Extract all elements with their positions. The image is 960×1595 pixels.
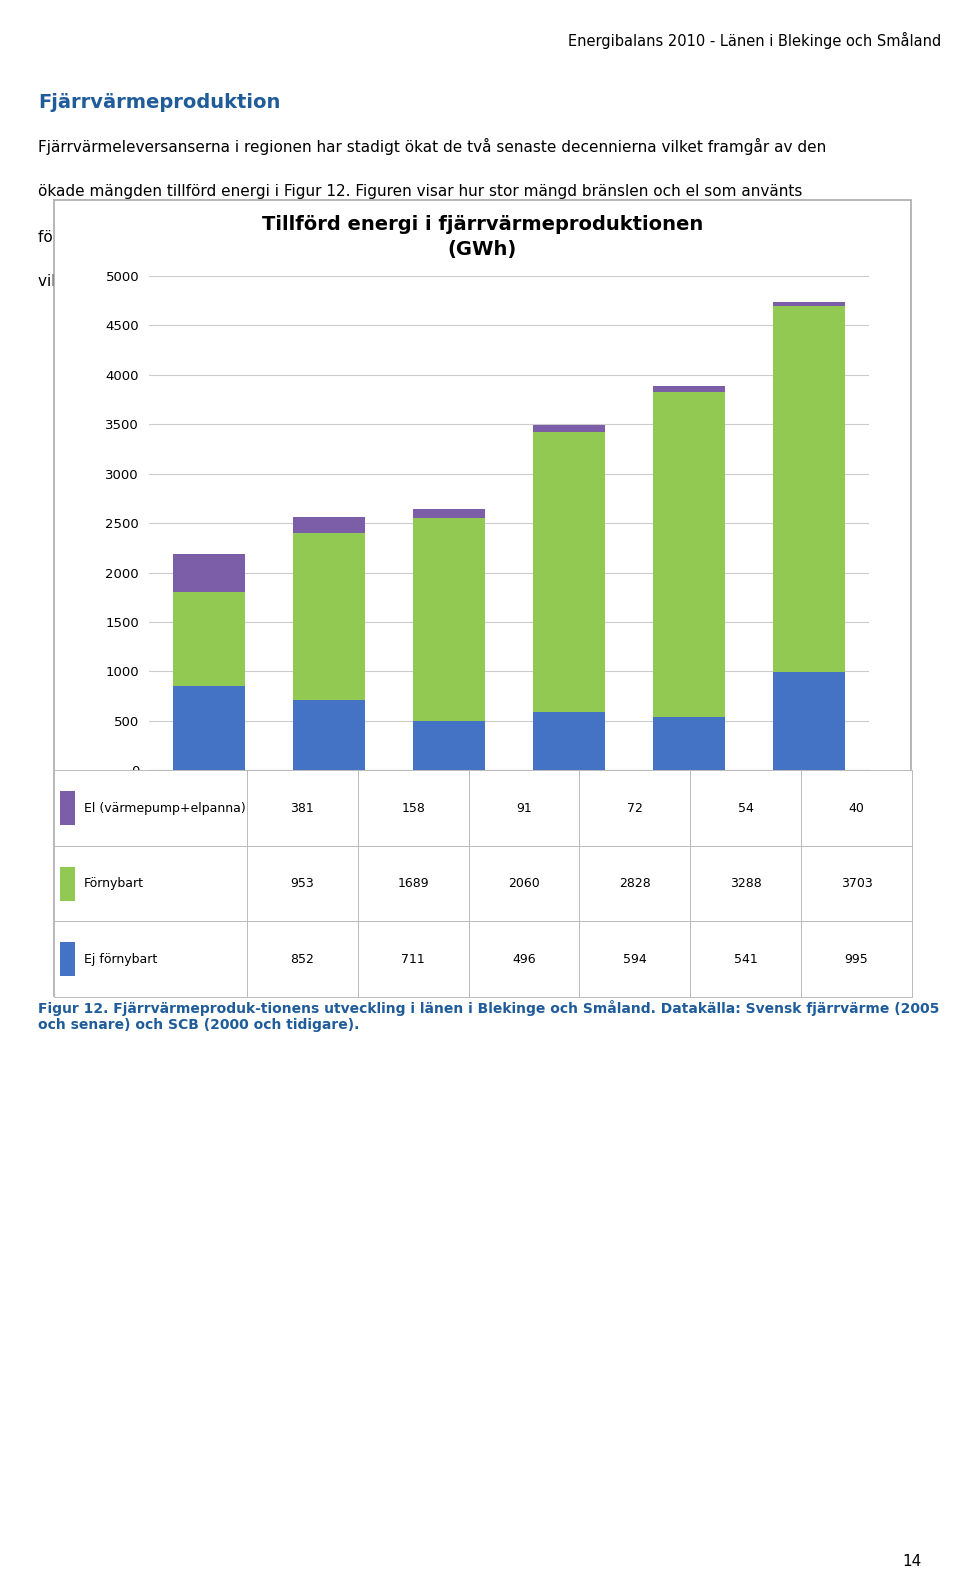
Bar	[802, 922, 912, 997]
Text: vilket kan förklara den relativt stora mängden olja som då används som spetsbrän: vilket kan förklara den relativt stora m…	[38, 273, 699, 289]
Bar	[358, 770, 468, 845]
Text: 40: 40	[849, 802, 865, 815]
Text: Figur 12. Fjärrvärmeproduk­tionens utveckling i länen i Blekinge och Småland. Da: Figur 12. Fjärrvärmeproduk­tionens utvec…	[38, 1000, 940, 1032]
Bar	[60, 943, 75, 976]
Bar	[533, 432, 605, 711]
Text: ökade mängden tillförd energi i Figur 12. Figuren visar hur stor mängd bränslen : ökade mängden tillförd energi i Figur 12…	[38, 183, 803, 199]
Bar	[54, 845, 247, 922]
Bar	[533, 711, 605, 770]
Bar	[358, 845, 468, 922]
Bar	[690, 845, 802, 922]
Bar	[773, 671, 845, 770]
Text: Fjärrvärmeleversanserna i regionen har stadigt ökat de två senaste decennierna v: Fjärrvärmeleversanserna i regionen har s…	[38, 139, 827, 155]
Text: 1689: 1689	[397, 877, 429, 890]
Text: 711: 711	[401, 952, 425, 965]
Text: Energibalans 2010 - Länen i Blekinge och Småland: Energibalans 2010 - Länen i Blekinge och…	[567, 32, 941, 49]
Bar	[802, 770, 912, 845]
Bar	[580, 922, 690, 997]
Bar	[54, 922, 247, 997]
Text: 496: 496	[513, 952, 536, 965]
Text: Ej förnybart: Ej förnybart	[84, 952, 157, 965]
Bar	[173, 686, 245, 770]
Bar	[653, 716, 725, 770]
Bar	[247, 770, 358, 845]
Bar	[653, 392, 725, 716]
Bar	[690, 770, 802, 845]
Bar	[247, 922, 358, 997]
Bar	[293, 533, 365, 700]
Bar	[173, 592, 245, 686]
Text: 3288: 3288	[730, 877, 761, 890]
Bar	[413, 721, 485, 770]
Text: 594: 594	[623, 952, 647, 965]
Bar	[580, 770, 690, 845]
Bar	[60, 866, 75, 901]
Text: 852: 852	[290, 952, 314, 965]
Text: 91: 91	[516, 802, 532, 815]
Text: 54: 54	[738, 802, 754, 815]
Text: 2060: 2060	[508, 877, 540, 890]
Text: 381: 381	[291, 802, 314, 815]
Text: 158: 158	[401, 802, 425, 815]
Text: El (värmepump+elpanna): El (värmepump+elpanna)	[84, 802, 246, 815]
Bar	[60, 791, 75, 825]
Bar	[358, 922, 468, 997]
Bar	[413, 509, 485, 518]
Bar	[802, 845, 912, 922]
Bar	[468, 770, 580, 845]
Bar	[653, 386, 725, 392]
Bar	[247, 845, 358, 922]
Bar	[293, 517, 365, 533]
FancyBboxPatch shape	[54, 201, 911, 995]
Bar	[54, 770, 247, 845]
Text: 2828: 2828	[619, 877, 651, 890]
Text: 995: 995	[845, 952, 869, 965]
Text: för att producera fjärrvärme i regionen. Siffrorna är inte normalårskorrigerade : för att producera fjärrvärme i regionen.…	[38, 228, 800, 244]
Text: 3703: 3703	[841, 877, 873, 890]
Bar	[773, 306, 845, 671]
Bar	[533, 424, 605, 432]
Text: Fjärrvärmeproduktion: Fjärrvärmeproduktion	[38, 94, 280, 112]
Text: 953: 953	[291, 877, 314, 890]
Bar	[293, 700, 365, 770]
Bar	[580, 845, 690, 922]
Text: 541: 541	[733, 952, 757, 965]
Bar	[468, 845, 580, 922]
Text: 14: 14	[902, 1554, 922, 1569]
Text: Tillförd energi i fjärrvärmeproduktionen
(GWh): Tillförd energi i fjärrvärmeproduktionen…	[262, 215, 703, 258]
Bar	[413, 518, 485, 721]
Text: 72: 72	[627, 802, 643, 815]
Bar	[468, 922, 580, 997]
Text: Förnybart: Förnybart	[84, 877, 144, 890]
Bar	[173, 553, 245, 592]
Bar	[690, 922, 802, 997]
Bar	[773, 301, 845, 306]
